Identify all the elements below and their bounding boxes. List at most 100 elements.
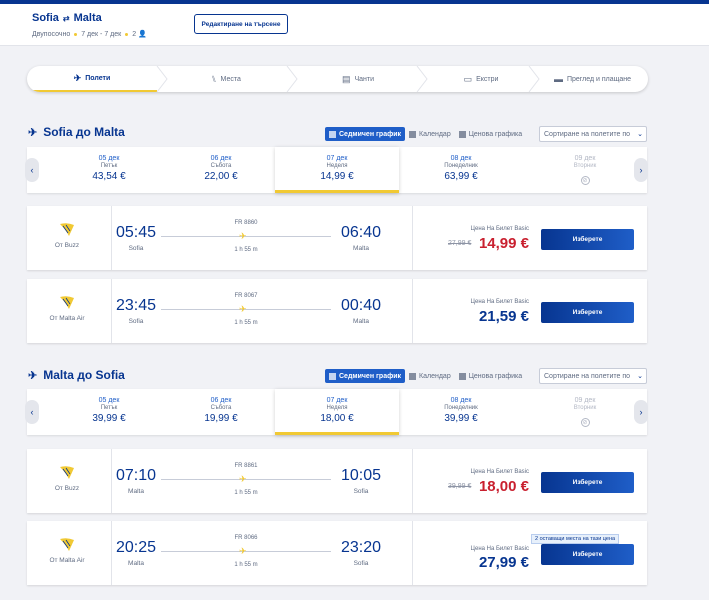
date-label: 08 дек [450,155,472,162]
date-cell-selected[interactable]: 07 дек Неделя 18,00 € [275,389,399,435]
fare-type-label: Цена На Билет Basic [470,469,529,475]
tab-label: Седмичен график [339,372,402,380]
trip-dates: 7 дек - 7 дек [81,31,122,38]
sort-label: Сортиране на полетите по [544,130,631,138]
fare-price: 27,99 € [478,554,529,571]
step-bags[interactable]: ▤ Чанти [299,66,417,92]
route-title: Sofia ⇄ Malta [32,12,102,24]
old-price: 39,99 € [448,483,472,490]
plane-icon: ✈ [239,231,247,241]
tab-label: Ценова графика [468,130,523,138]
tab-calendar[interactable]: Календар [405,127,455,141]
flight-number: FR 8861 [234,463,258,469]
select-flight-button[interactable]: Изберете [541,472,634,493]
flight-card: От Malta Air 23:45 Sofia FR 8067 ✈ 1 h 5… [27,279,647,343]
departure-city: Sofia [128,318,144,325]
step-label: Преглед и плащане [566,75,632,83]
arrival-time: 10:05 [340,467,382,484]
edit-search-button[interactable]: Редактиране на търсене [194,14,288,34]
prev-dates-button[interactable]: ‹ [25,400,39,424]
outbound-sort-select[interactable]: Сортиране на полетите по ⌄ [539,126,647,142]
select-flight-button[interactable]: Изберете [541,302,634,323]
inbound-sort-select[interactable]: Сортиране на полетите по ⌄ [539,368,647,384]
arrival-city: Malta [353,245,369,252]
old-price: 27,99 € [448,240,472,247]
chevron-down-icon: ⌄ [637,373,643,380]
inbound-section-title: ✈ Malta до Sofia [28,368,125,382]
select-flight-button[interactable]: Изберете [541,544,634,565]
date-cell[interactable]: 08 дек Понеделник 39,99 € [399,389,523,435]
tab-price-chart[interactable]: Ценова графика [455,369,526,383]
tab-price-chart[interactable]: Ценова графика [455,127,526,141]
tab-label: Календар [419,372,451,380]
flight-number: FR 8066 [234,535,258,541]
select-flight-button[interactable]: Изберете [541,229,634,250]
departure-city: Malta [128,560,144,567]
flight-duration: 1 h 55 m [234,490,258,496]
date-cell[interactable]: 06 дек Събота 19,99 € [159,389,283,435]
step-review-payment[interactable]: ▬ Преглед и плащане [537,66,648,92]
origin-city: Sofia [32,12,59,24]
divider [412,206,413,270]
harp-logo-icon [60,296,74,309]
next-dates-button[interactable]: › [634,158,648,182]
flight-duration: 1 h 55 m [234,320,258,326]
person-icon: 👤 [138,31,147,38]
operator-name: От Buzz [54,242,80,249]
date-label: 08 дек [450,397,472,404]
weekday-label: Неделя [326,163,348,169]
bar-chart-icon [458,130,466,138]
airline-logo: От Malta Air [47,537,87,564]
step-extras[interactable]: ▭ Екстри [427,66,535,92]
separator-dot [74,32,78,36]
departure-city: Sofia [128,245,144,252]
flight-card: От Buzz 07:10 Malta FR 8861 ✈ 1 h 55 m 1… [27,449,647,513]
step-label: Полети [85,74,111,82]
top-accent-bar [0,0,709,4]
arrival-time: 23:20 [340,539,382,556]
no-flights-icon: ⊘ [580,418,590,427]
prev-dates-button[interactable]: ‹ [25,158,39,182]
fare-type-label: Цена На Билет Basic [470,299,529,305]
date-cell-selected[interactable]: 07 дек Неделя 14,99 € [275,147,399,193]
date-cell[interactable]: 08 дек Понеделник 63,99 € [399,147,523,193]
date-cell[interactable]: 06 дек Събота 22,00 € [159,147,283,193]
flight-card: От Buzz 05:45 Sofia FR 8860 ✈ 1 h 55 m 0… [27,206,647,270]
departure-time: 23:45 [115,297,157,314]
bar-chart-icon [458,372,466,380]
harp-logo-icon [60,466,74,479]
next-dates-button[interactable]: › [634,400,648,424]
arrival-city: Malta [353,318,369,325]
tab-weekly-schedule[interactable]: Седмичен график [325,369,406,383]
step-seats[interactable]: ⑊ Места [167,66,285,92]
date-price: 39,99 € [444,413,478,424]
weekday-label: Неделя [326,405,348,411]
card-icon: ▬ [553,74,563,84]
outbound-view-tabs: Седмичен график Календар Ценова графика [325,127,526,141]
step-flights[interactable]: ✈ Полети [27,66,157,92]
sale-price: 14,99 € [478,235,529,252]
flight-route-line [161,479,331,480]
bag-icon: ▤ [341,73,351,84]
step-divider-icon [416,66,428,92]
divider [412,521,413,585]
date-cell[interactable]: 05 дек Петък 39,99 € [47,389,171,435]
seat-icon: ⑊ [211,74,217,84]
airline-logo: От Buzz [47,222,87,249]
harp-logo-icon [60,223,74,236]
plane-icon: ✈ [239,546,247,556]
tab-calendar[interactable]: Календар [405,369,455,383]
trip-type: Двупосочно [32,31,71,38]
date-price: 19,99 € [204,413,238,424]
airline-logo: От Malta Air [47,295,87,322]
date-cell[interactable]: 05 дек Петък 43,54 € [47,147,171,193]
date-price: 39,99 € [92,413,126,424]
tab-weekly-schedule[interactable]: Седмичен график [325,127,406,141]
divider [111,449,112,513]
trip-details: Двупосочно 7 дек - 7 дек 2 👤 [32,30,147,38]
arrival-time: 06:40 [340,224,382,241]
return-plane-icon: ✈ [28,369,38,382]
departure-time: 20:25 [115,539,157,556]
flight-duration: 1 h 55 m [234,247,258,253]
plane-icon: ✈ [239,474,247,484]
